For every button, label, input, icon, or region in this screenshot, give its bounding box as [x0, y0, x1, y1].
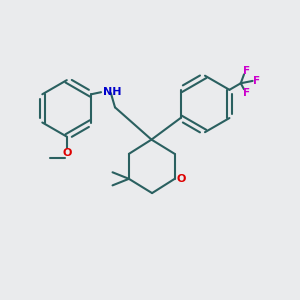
Text: O: O: [62, 148, 71, 158]
Text: F: F: [242, 66, 250, 76]
Text: F: F: [253, 76, 260, 86]
Text: O: O: [176, 174, 186, 184]
Text: NH: NH: [103, 87, 121, 97]
Text: F: F: [242, 88, 250, 98]
